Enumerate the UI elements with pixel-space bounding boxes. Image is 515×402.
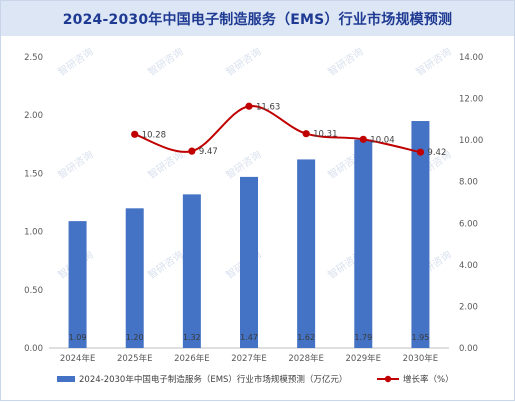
bar — [354, 139, 373, 348]
growth-value-label: 9.47 — [199, 147, 218, 157]
bar-value-label: 1.79 — [354, 333, 372, 342]
y-left-tick-label: 1.00 — [24, 228, 43, 238]
y-right-tick-label: 4.00 — [459, 261, 478, 271]
growth-value-label: 10.04 — [370, 135, 394, 145]
bar — [240, 176, 258, 348]
growth-point — [302, 130, 310, 138]
legend: 2024-2030年中国电子制造服务（EMS）行业市场规模预测（万亿元） 增长率（… — [57, 374, 454, 385]
y-right-tick-label: 10.00 — [459, 136, 483, 146]
y-right-tick-label: 14.00 — [459, 53, 483, 63]
watermark-text: 智研咨询 — [145, 148, 185, 182]
growth-line: 10.28 9.47 11.63 10.31 10.04 9.42 — [131, 102, 446, 158]
x-tick-label: 2029年E — [346, 353, 382, 364]
bars: 1.09 1.20 1.32 1.47 1.62 1.79 1.95 — [68, 121, 430, 349]
y-right-tick-label: 8.00 — [459, 178, 478, 188]
axes: 0.00 0.50 1.00 1.50 2.00 2.50 0.00 2.00 4.00 6.00… — [24, 53, 483, 364]
watermark-text: 智研咨询 — [223, 148, 263, 182]
watermark-text: 智研咨询 — [145, 45, 185, 79]
watermark-text: 智研咨询 — [223, 45, 263, 79]
x-tick-label: 2025年E — [117, 353, 153, 364]
x-tick-label: 2026年E — [174, 353, 210, 364]
growth-point — [416, 148, 425, 156]
bar — [411, 121, 430, 349]
y-left-tick-label: 0.50 — [24, 286, 43, 296]
bar — [125, 208, 144, 348]
watermark-text: 智研咨询 — [413, 45, 453, 79]
legend-line-label: 增长率（%） — [403, 374, 454, 385]
y-left-tick-label: 1.50 — [24, 169, 43, 179]
bar-value-label: 1.32 — [183, 333, 201, 342]
y-left-tick-label: 2.50 — [24, 53, 43, 63]
y-right-tick-label: 2.00 — [459, 302, 478, 312]
bar — [182, 194, 201, 348]
x-tick-label: 2024年E — [60, 353, 96, 364]
bar — [68, 221, 87, 348]
x-tick-label: 2027年E — [231, 353, 267, 364]
bar-value-label: 1.62 — [297, 333, 315, 342]
watermark-text: 智研咨询 — [145, 248, 185, 282]
growth-value-label: 10.28 — [142, 130, 166, 140]
title-bar: 2024-2030年中国电子制造服务（EMS）行业市场规模预测 — [1, 1, 514, 36]
x-tick-label: 2028年E — [288, 353, 324, 364]
y-right-tick-label: 0.00 — [459, 344, 478, 354]
growth-point — [131, 130, 139, 138]
bar-value-label: 1.20 — [126, 333, 144, 342]
x-tick-label: 2030年E — [403, 353, 439, 364]
growth-point — [188, 147, 196, 155]
bar-value-label: 1.47 — [240, 333, 258, 342]
bar-value-label: 1.09 — [69, 333, 87, 342]
y-right-tick-label: 12.00 — [459, 95, 483, 105]
legend-line-marker — [384, 375, 392, 383]
y-left-tick-label: 2.00 — [24, 111, 43, 121]
chart-title: 2024-2030年中国电子制造服务（EMS）行业市场规模预测 — [62, 11, 453, 28]
watermark-text: 智研咨询 — [325, 45, 365, 79]
y-left-tick-label: 0.00 — [24, 344, 43, 354]
watermark-text: 智研咨询 — [55, 148, 95, 182]
bar — [297, 159, 316, 348]
legend-bar-swatch — [57, 376, 75, 382]
y-right-tick-label: 6.00 — [459, 219, 478, 229]
legend-bar-label: 2024-2030年中国电子制造服务（EMS）行业市场规模预测（万亿元） — [79, 374, 347, 385]
growth-value-label: 11.63 — [256, 102, 280, 112]
watermark-text: 智研咨询 — [55, 45, 95, 79]
bar-value-label: 1.95 — [412, 333, 430, 342]
growth-value-label: 10.31 — [313, 130, 337, 140]
growth-value-label: 9.42 — [427, 148, 446, 158]
growth-point — [245, 102, 253, 110]
growth-point — [359, 135, 367, 143]
